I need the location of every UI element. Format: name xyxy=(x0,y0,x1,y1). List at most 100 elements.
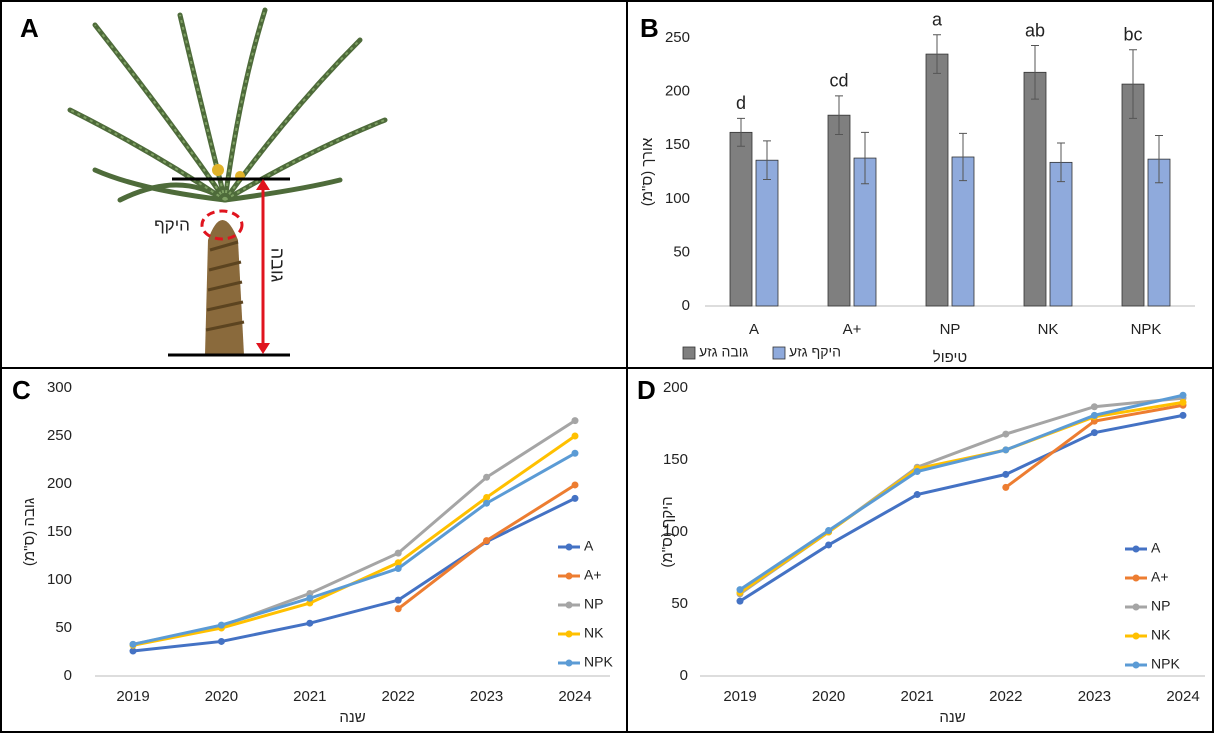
error-bar xyxy=(737,117,745,147)
point xyxy=(306,589,314,597)
legend-label: A xyxy=(584,538,594,554)
point xyxy=(1179,411,1187,419)
x-tick-label: A+ xyxy=(843,321,862,338)
point xyxy=(571,481,579,489)
point xyxy=(129,647,137,655)
legend-swatch xyxy=(682,346,696,360)
point xyxy=(1002,446,1010,454)
significance-letter: ab xyxy=(1025,20,1045,40)
x-axis-label: שנה xyxy=(339,709,365,726)
point xyxy=(306,594,314,602)
legend-swatch xyxy=(772,346,786,360)
legend-point xyxy=(565,659,573,667)
series-line xyxy=(739,413,1184,603)
error-bar xyxy=(1155,135,1163,184)
x-tick-label: 2021 xyxy=(293,688,326,705)
point xyxy=(571,417,579,425)
legend-label: NP xyxy=(584,596,603,612)
point xyxy=(1002,483,1010,491)
palm-photo xyxy=(67,7,388,355)
point xyxy=(571,432,579,440)
point xyxy=(217,621,225,629)
point xyxy=(913,468,921,476)
legend-label: גובה גזע xyxy=(699,344,748,360)
point xyxy=(394,564,402,572)
x-tick-label: 2020 xyxy=(205,688,238,705)
legend-label: A xyxy=(1151,540,1161,556)
point xyxy=(217,637,225,645)
significance-letter: bc xyxy=(1123,25,1142,45)
x-tick-label: 2023 xyxy=(1078,688,1111,705)
x-tick-label: 2021 xyxy=(901,688,934,705)
bar xyxy=(827,114,851,307)
error-bar xyxy=(1129,49,1137,119)
panel-label: C xyxy=(12,375,31,405)
significance-letter: cd xyxy=(829,71,848,91)
y-tick-label: 150 xyxy=(665,136,690,153)
legend-point xyxy=(565,601,573,609)
x-axis-label: שנה xyxy=(939,709,965,726)
y-tick-label: 200 xyxy=(47,475,72,492)
legend-point xyxy=(565,543,573,551)
point xyxy=(129,640,137,648)
x-tick-label: 2024 xyxy=(1166,688,1199,705)
error-bar xyxy=(835,95,843,135)
x-tick-label: 2024 xyxy=(558,688,591,705)
circumference-mark xyxy=(200,209,244,241)
point xyxy=(394,549,402,557)
y-tick-label: 100 xyxy=(663,523,688,540)
y-tick-label: 200 xyxy=(663,379,688,396)
point xyxy=(483,499,491,507)
y-axis-label: היקף (ס"מ) xyxy=(659,496,676,567)
x-tick-label: NPK xyxy=(1131,321,1162,338)
series-line xyxy=(739,393,1184,591)
y-tick-label: 50 xyxy=(671,595,688,612)
bar xyxy=(1023,71,1047,307)
point xyxy=(306,619,314,627)
height-label: גובה xyxy=(267,248,287,283)
x-tick-label: 2022 xyxy=(382,688,415,705)
y-tick-label: 150 xyxy=(663,451,688,468)
point xyxy=(394,559,402,567)
legend-label: NPK xyxy=(584,654,613,670)
x-axis-label: טיפול xyxy=(933,349,967,366)
point xyxy=(825,527,833,535)
point xyxy=(306,599,314,607)
bar xyxy=(729,131,753,307)
series-line xyxy=(132,497,576,653)
y-tick-label: 50 xyxy=(673,243,690,260)
x-tick-label: A xyxy=(749,321,759,338)
legend-point xyxy=(565,630,573,638)
point xyxy=(483,473,491,481)
x-tick-label: 2019 xyxy=(723,688,756,705)
legend-point xyxy=(1132,574,1140,582)
legend-label: A+ xyxy=(1151,569,1169,585)
point xyxy=(1179,398,1187,406)
legend-label: NP xyxy=(1151,598,1170,614)
x-tick-label: NK xyxy=(1038,321,1059,338)
bar xyxy=(1049,161,1073,307)
error-bar xyxy=(763,140,771,181)
y-tick-label: 250 xyxy=(47,427,72,444)
y-tick-label: 0 xyxy=(682,297,690,314)
point xyxy=(1002,430,1010,438)
point xyxy=(1179,391,1187,399)
point xyxy=(825,541,833,549)
y-tick-label: 0 xyxy=(64,667,72,684)
error-bar xyxy=(959,132,967,182)
point xyxy=(483,537,491,545)
circumference-label: היקף xyxy=(154,215,190,234)
x-tick-label: 2020 xyxy=(812,688,845,705)
x-tick-label: 2019 xyxy=(116,688,149,705)
legend-label: NPK xyxy=(1151,656,1180,672)
significance-letter: a xyxy=(932,10,943,30)
error-bar xyxy=(1057,142,1065,183)
y-tick-label: 0 xyxy=(680,667,688,684)
y-axis-label: אורך (ס"מ) xyxy=(639,137,656,206)
significance-letter: d xyxy=(736,93,746,113)
point xyxy=(736,586,744,594)
y-tick-label: 100 xyxy=(47,571,72,588)
